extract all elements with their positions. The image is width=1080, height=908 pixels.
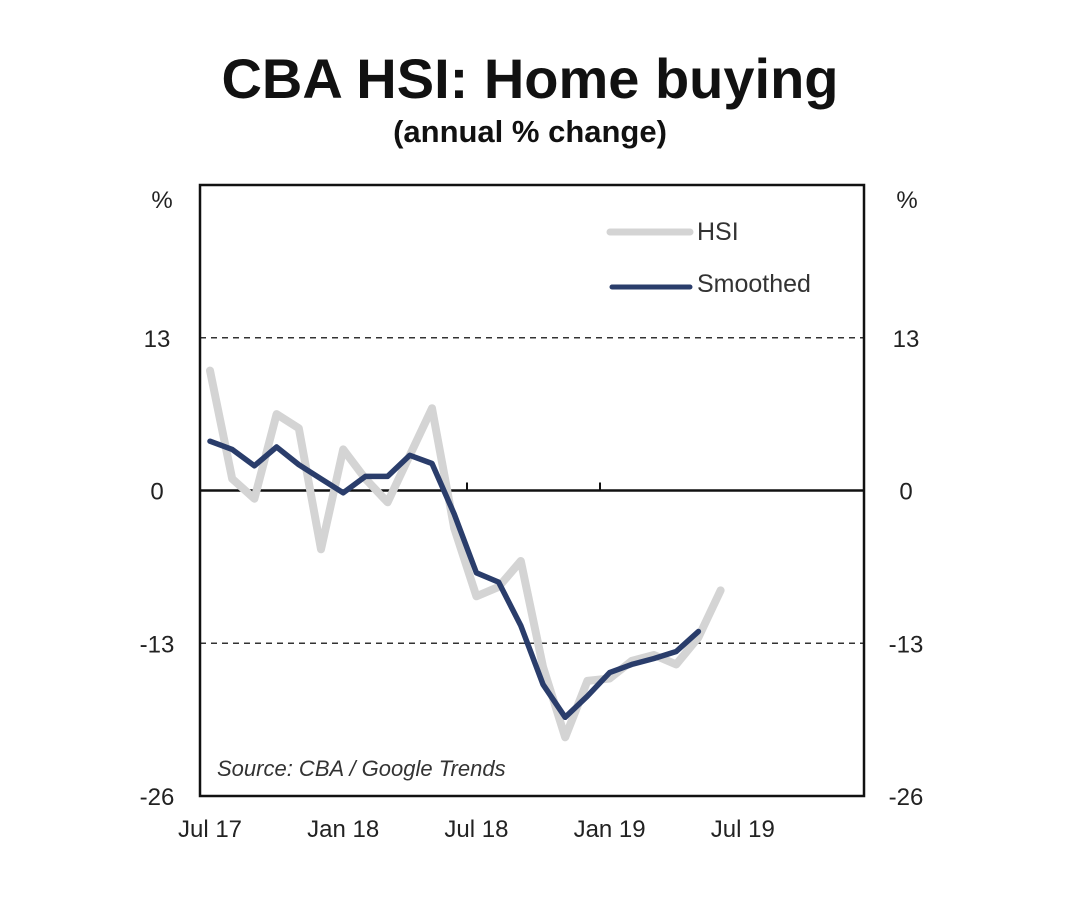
y-tick-label-left: 0 xyxy=(150,479,163,506)
chart-subtitle: (annual % change) xyxy=(393,114,667,149)
legend-label-smoothed: Smoothed xyxy=(697,270,811,298)
legend-label-hsi: HSI xyxy=(697,218,739,246)
y-tick-label-left: 13 xyxy=(144,326,171,353)
chart-title: CBA HSI: Home buying xyxy=(221,47,838,110)
y-tick-label-left: -26 xyxy=(140,784,175,811)
plot-frame xyxy=(198,183,866,798)
series-line-hsi xyxy=(206,366,725,742)
x-tick-label: Jul 19 xyxy=(711,816,775,843)
y-tick-label-right: 13 xyxy=(893,326,920,353)
y-tick-label-right: -26 xyxy=(889,784,924,811)
x-tick-label: Jan 18 xyxy=(307,816,379,843)
source-note: Source: CBA / Google Trends xyxy=(217,756,506,781)
y-tick-label-right: -13 xyxy=(889,631,924,658)
x-tick-label: Jul 18 xyxy=(444,816,508,843)
legend: HSI Smoothed xyxy=(606,218,811,298)
y-tick-label-right: 0 xyxy=(899,479,912,506)
left-unit-label: % xyxy=(151,187,172,214)
y-tick-label-left: -13 xyxy=(140,631,175,658)
x-tick-label: Jan 19 xyxy=(574,816,646,843)
series-lines xyxy=(206,366,725,742)
series-line-smoothed xyxy=(207,438,702,721)
x-tick-label: Jul 17 xyxy=(178,816,242,843)
right-unit-label: % xyxy=(896,187,917,214)
